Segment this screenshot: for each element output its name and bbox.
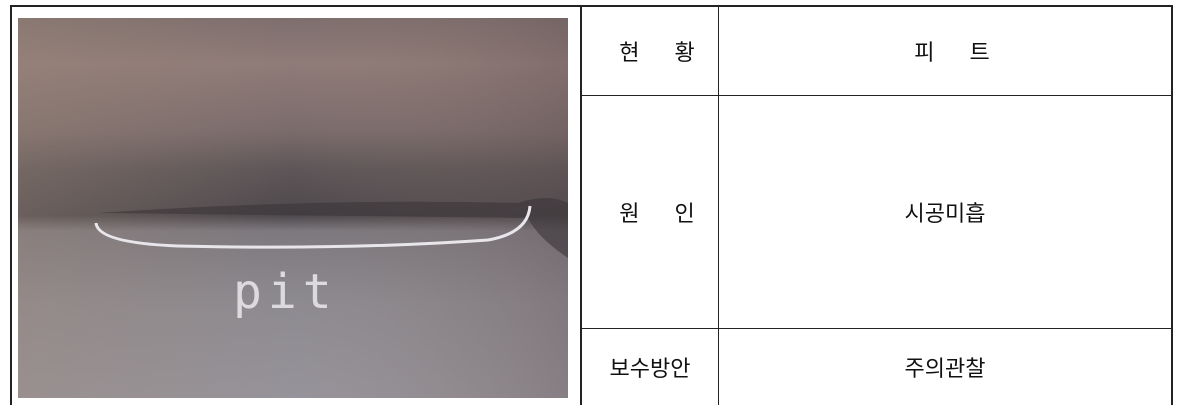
row-value: 주의관찰 — [904, 357, 986, 382]
row-value: 시공미흡 — [904, 202, 986, 227]
table-border — [10, 5, 12, 405]
row-label: 현 황 — [619, 41, 709, 66]
photo-annotation: pit — [233, 264, 338, 320]
table-border — [580, 5, 582, 405]
row-label: 원 인 — [619, 202, 709, 227]
table-border — [718, 5, 719, 405]
table-border — [581, 328, 1172, 329]
table-border — [1171, 5, 1173, 405]
table-border — [10, 5, 1173, 7]
photo: pit — [18, 18, 568, 398]
row-value: 피 트 — [914, 41, 1004, 66]
table-border — [581, 95, 1172, 96]
row-label: 보수방안 — [609, 357, 691, 382]
